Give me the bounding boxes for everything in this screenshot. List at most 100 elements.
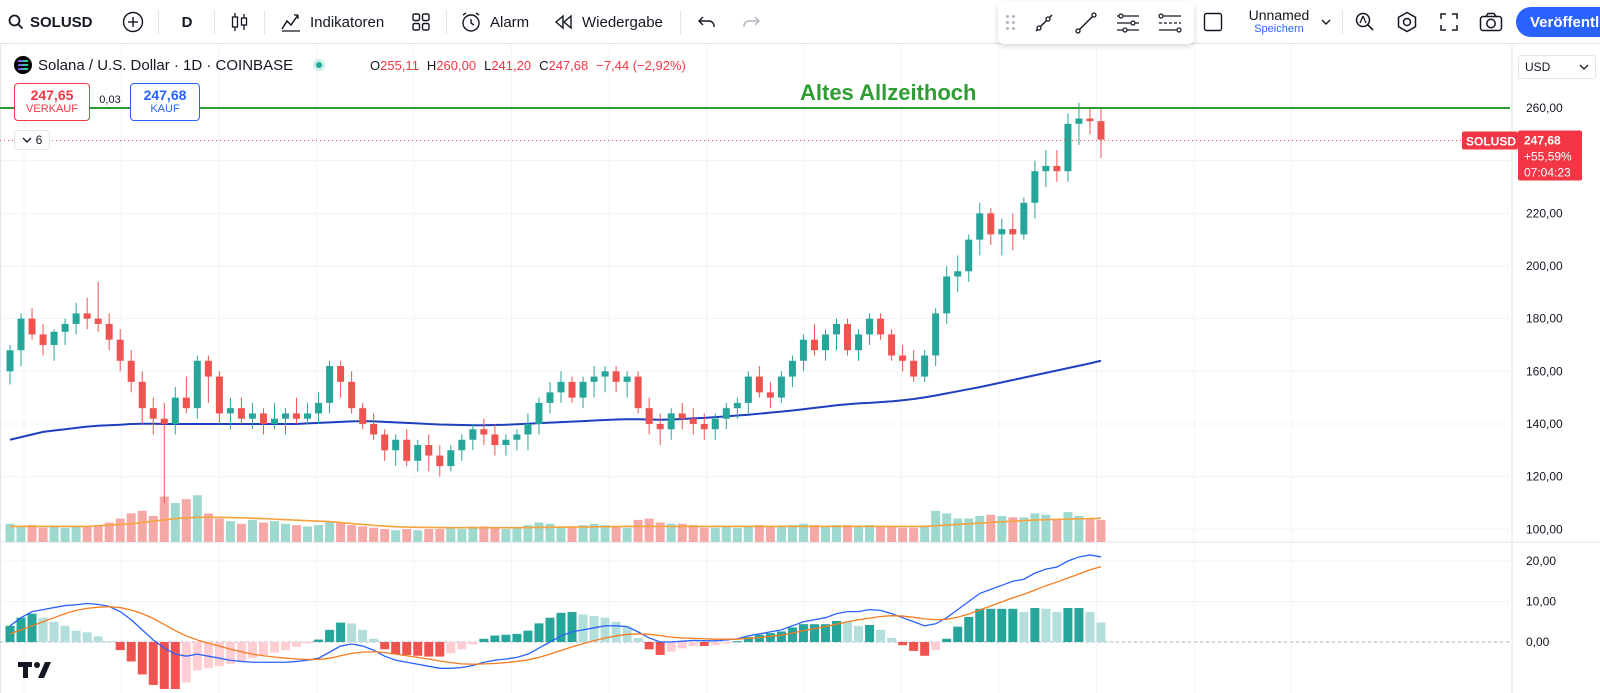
price-axis-label: 120,00 bbox=[1526, 470, 1563, 484]
macd-histogram-bar bbox=[909, 642, 919, 651]
candle-body bbox=[844, 323, 852, 351]
macd-histogram-bar bbox=[655, 642, 665, 655]
indicators-button[interactable]: Indikatoren bbox=[280, 0, 384, 44]
signal-line bbox=[9, 566, 1102, 665]
current-price-change: +55,59% bbox=[1524, 149, 1572, 163]
quick-search-button[interactable] bbox=[1352, 0, 1378, 44]
candle-body bbox=[579, 381, 587, 398]
ath-annotation-label[interactable]: Altes Allzeithoch bbox=[800, 80, 976, 105]
candle-body bbox=[458, 439, 466, 451]
macd-line bbox=[9, 554, 1102, 669]
volume-bar bbox=[192, 495, 202, 542]
symbol-search[interactable]: SOLUSD bbox=[8, 0, 108, 44]
snapshot-button[interactable] bbox=[1478, 0, 1504, 44]
candle-body bbox=[282, 413, 289, 419]
candle-body bbox=[403, 439, 411, 461]
plus-circle-icon bbox=[122, 11, 144, 33]
macd-histogram-bar bbox=[479, 638, 489, 642]
solana-logo-icon bbox=[14, 56, 32, 74]
volume-bar bbox=[137, 510, 147, 542]
macd-histogram-bar bbox=[115, 642, 125, 651]
volume-bar bbox=[457, 529, 467, 542]
price-axis-label: 260,00 bbox=[1526, 101, 1563, 115]
volume-bar bbox=[181, 499, 191, 542]
macd-histogram-bar bbox=[82, 632, 92, 642]
trend-line-button[interactable] bbox=[1072, 9, 1100, 37]
symbol-legend[interactable]: Solana / U.S. Dollar · 1D · COINBASE bbox=[14, 56, 326, 74]
drag-handle[interactable] bbox=[1006, 15, 1016, 31]
ohlc-values: O255,11 H260,00 L241,20 C247,68 −7,44 (−… bbox=[370, 58, 686, 73]
volume-ma-line bbox=[10, 516, 1101, 529]
interval-button[interactable]: D bbox=[181, 13, 193, 31]
candle-body bbox=[138, 381, 146, 409]
volume-bar bbox=[942, 513, 952, 542]
volume-bar bbox=[809, 525, 819, 542]
macd-histogram-bar bbox=[931, 642, 941, 651]
candle-body bbox=[965, 239, 973, 272]
fib-retracement-button[interactable] bbox=[1156, 9, 1184, 37]
macd-histogram-bar bbox=[60, 625, 70, 642]
compare-symbol-button[interactable] bbox=[120, 0, 146, 44]
macd-histogram-bar bbox=[1063, 607, 1073, 642]
market-status-icon[interactable] bbox=[313, 59, 326, 71]
candle-body bbox=[480, 429, 488, 435]
macd-histogram-bar bbox=[754, 634, 764, 642]
candle-body bbox=[711, 418, 719, 430]
templates-button[interactable] bbox=[408, 0, 434, 44]
macd-histogram-bar bbox=[303, 642, 313, 644]
alarm-clock-icon bbox=[462, 12, 480, 32]
sell-button[interactable]: 247,65 VERKAUF bbox=[14, 83, 90, 121]
layout-button[interactable] bbox=[1202, 0, 1224, 44]
candle-body bbox=[337, 366, 345, 382]
ray-tool-button[interactable] bbox=[1030, 9, 1058, 37]
current-price-value: 247,68 bbox=[1524, 133, 1561, 147]
volume-bar bbox=[523, 525, 533, 542]
candle-body bbox=[1031, 171, 1039, 203]
macd-histogram-bar bbox=[787, 627, 797, 642]
indicators-collapse-button[interactable]: 6 bbox=[14, 130, 50, 150]
macd-histogram-bar bbox=[832, 620, 841, 642]
currency-select[interactable]: USD bbox=[1518, 55, 1596, 79]
candle-body bbox=[270, 418, 278, 424]
divider bbox=[214, 10, 215, 34]
layout-name-button[interactable]: Unnamed Speichern bbox=[1234, 8, 1324, 36]
chart-area[interactable]: 260,00240,00220,00200,00180,00160,00140,… bbox=[0, 45, 1600, 693]
macd-histogram-bar bbox=[876, 629, 886, 642]
price-chart[interactable]: 260,00240,00220,00200,00180,00160,00140,… bbox=[0, 45, 1600, 693]
divider bbox=[1342, 10, 1343, 34]
candle-body bbox=[612, 371, 620, 382]
candle-body bbox=[414, 445, 422, 461]
volume-bar bbox=[501, 529, 511, 542]
divider bbox=[158, 10, 159, 34]
publish-button[interactable]: Veröffentl bbox=[1516, 7, 1600, 37]
layout-name: Unnamed bbox=[1248, 7, 1310, 23]
candle-body bbox=[1042, 165, 1050, 172]
volume-bar bbox=[578, 525, 588, 542]
layout-menu-button[interactable] bbox=[1318, 0, 1334, 44]
replay-button[interactable]: Wiedergabe bbox=[554, 0, 663, 44]
volume-bar bbox=[391, 530, 401, 542]
volume-bar bbox=[699, 527, 709, 542]
ray-line-icon bbox=[1035, 14, 1053, 32]
trend-line-icon bbox=[1075, 12, 1097, 34]
volume-bar bbox=[5, 523, 15, 542]
macd-histogram-bar bbox=[677, 642, 687, 649]
parallel-channel-button[interactable] bbox=[1114, 9, 1142, 37]
volume-bar bbox=[1063, 512, 1073, 542]
macd-histogram-bar bbox=[843, 621, 853, 642]
candle-body bbox=[788, 360, 796, 377]
settings-button[interactable] bbox=[1394, 0, 1420, 44]
macd-histogram-bar bbox=[512, 633, 522, 642]
alarm-button[interactable]: Alarm bbox=[460, 0, 529, 44]
redo-button[interactable] bbox=[740, 0, 762, 44]
macd-histogram-bar bbox=[358, 629, 368, 642]
fullscreen-button[interactable] bbox=[1436, 0, 1462, 44]
candle-body bbox=[722, 408, 730, 419]
tradingview-logo-icon[interactable] bbox=[18, 660, 52, 686]
macd-histogram-bar bbox=[225, 642, 235, 664]
buy-button[interactable]: 247,68 KAUF bbox=[130, 83, 200, 121]
candle-body bbox=[182, 397, 190, 409]
macd-histogram-bar bbox=[369, 638, 379, 642]
chart-type-button[interactable] bbox=[228, 0, 252, 44]
undo-button[interactable] bbox=[696, 0, 718, 44]
